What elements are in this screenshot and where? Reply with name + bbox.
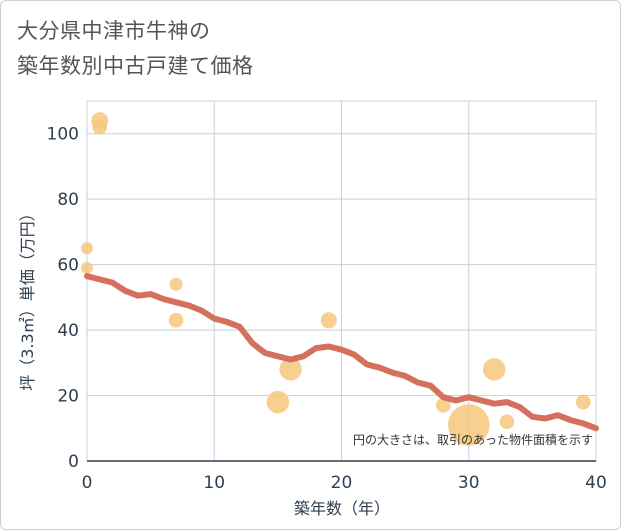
y-axis-label: 坪（3.3㎡）単価（万円）: [18, 205, 37, 390]
y-tick-label: 0: [68, 452, 79, 472]
y-tick-label: 20: [57, 387, 79, 407]
y-tick-label: 80: [57, 190, 79, 210]
x-axis-label: 築年数（年）: [294, 499, 390, 518]
data-point: [279, 358, 302, 381]
data-point: [499, 414, 515, 430]
y-tick-label: 60: [57, 256, 79, 276]
data-point: [92, 119, 108, 135]
y-tick-label: 100: [47, 125, 79, 145]
x-tick-label: 30: [458, 473, 480, 493]
data-point: [266, 390, 290, 414]
data-point: [320, 312, 337, 329]
y-tick-label: 40: [57, 321, 79, 341]
grid-lines: [86, 100, 597, 462]
data-point: [435, 398, 451, 413]
y-tick-labels: 0 20 40 60 80 100: [47, 125, 79, 472]
size-legend-note: 円の大きさは、取引のあった物件面積を示す: [353, 432, 593, 447]
data-point: [482, 358, 506, 381]
x-tick-label: 10: [203, 473, 225, 493]
data-point: [447, 404, 490, 446]
trend-line: [84, 273, 599, 432]
x-tick-label: 20: [331, 473, 353, 493]
data-points: [81, 112, 591, 446]
data-point: [81, 261, 93, 274]
x-tick-label: 40: [585, 473, 607, 493]
data-point: [575, 394, 591, 410]
data-point: [169, 277, 183, 291]
chart-title-line1: 大分県中津市牛神の: [17, 19, 211, 43]
chart-title: 大分県中津市牛神の 築年数別中古戸建て価格: [17, 14, 254, 84]
x-tick-label: 0: [82, 473, 93, 493]
data-point: [81, 242, 93, 255]
x-tick-labels: 0 10 20 30 40: [82, 473, 607, 493]
chart-title-line2: 築年数別中古戸建て価格: [17, 54, 254, 78]
data-point: [168, 312, 184, 328]
